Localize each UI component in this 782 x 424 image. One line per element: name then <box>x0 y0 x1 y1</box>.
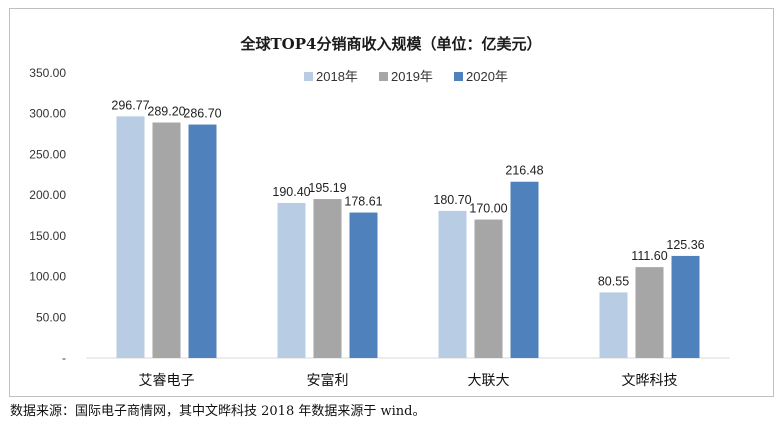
source-note: 数据来源：国际电子商情网，其中文晔科技 2018 年数据来源于 wind。 <box>10 404 426 419</box>
data-label: 195.19 <box>308 181 346 195</box>
bar <box>188 124 217 359</box>
bar <box>474 219 503 358</box>
bar <box>349 212 378 358</box>
data-label: 190.40 <box>272 185 310 199</box>
x-category-label: 大联大 <box>468 373 510 389</box>
bar <box>313 199 342 358</box>
bar <box>152 122 181 358</box>
x-category-label: 安富利 <box>307 372 349 389</box>
bar <box>599 292 628 358</box>
data-label: 125.36 <box>666 238 704 252</box>
y-tick-label: 100.00 <box>29 270 66 284</box>
data-label: 289.20 <box>147 105 185 119</box>
bar <box>116 116 145 359</box>
bar <box>635 267 664 358</box>
legend-swatch <box>304 72 313 81</box>
x-category-label: 文晔科技 <box>622 373 678 389</box>
legend: 2018年 2019年 2020年 <box>304 69 508 84</box>
y-tick-label: 250.00 <box>29 147 66 161</box>
x-category-label: 艾睿电子 <box>139 373 195 389</box>
bar <box>671 255 700 358</box>
y-tick-label: 150.00 <box>29 229 66 243</box>
chart-title: 全球TOP4分销商收入规模（单位：亿美元） <box>240 35 542 53</box>
legend-swatch <box>454 72 463 81</box>
y-tick-label: 300.00 <box>29 107 66 121</box>
y-tick-label: 350.00 <box>29 66 66 80</box>
data-label: 180.70 <box>433 193 471 207</box>
bar-chart: 全球TOP4分销商收入规模（单位：亿美元） - 50.00 100.00 150.00… <box>29 35 730 389</box>
data-label: 170.00 <box>469 202 507 216</box>
y-tick-label: 200.00 <box>29 188 66 202</box>
data-label: 80.55 <box>598 274 629 288</box>
legend-label: 2019年 <box>391 69 433 84</box>
bar <box>277 202 306 358</box>
data-label: 111.60 <box>631 249 667 263</box>
data-label: 216.48 <box>505 164 543 178</box>
data-label: 286.70 <box>183 107 221 121</box>
y-tick-label: - <box>62 351 66 365</box>
legend-label: 2018年 <box>316 69 358 84</box>
chart-frame: 全球TOP4分销商收入规模（单位：亿美元） - 50.00 100.00 150.00… <box>9 8 774 397</box>
y-tick-label: 50.00 <box>36 310 66 324</box>
data-label: 296.77 <box>111 98 149 112</box>
bar <box>438 210 467 358</box>
data-label: 178.61 <box>344 195 382 209</box>
legend-label: 2020年 <box>466 69 508 84</box>
bar <box>510 181 539 358</box>
legend-swatch <box>379 72 388 81</box>
